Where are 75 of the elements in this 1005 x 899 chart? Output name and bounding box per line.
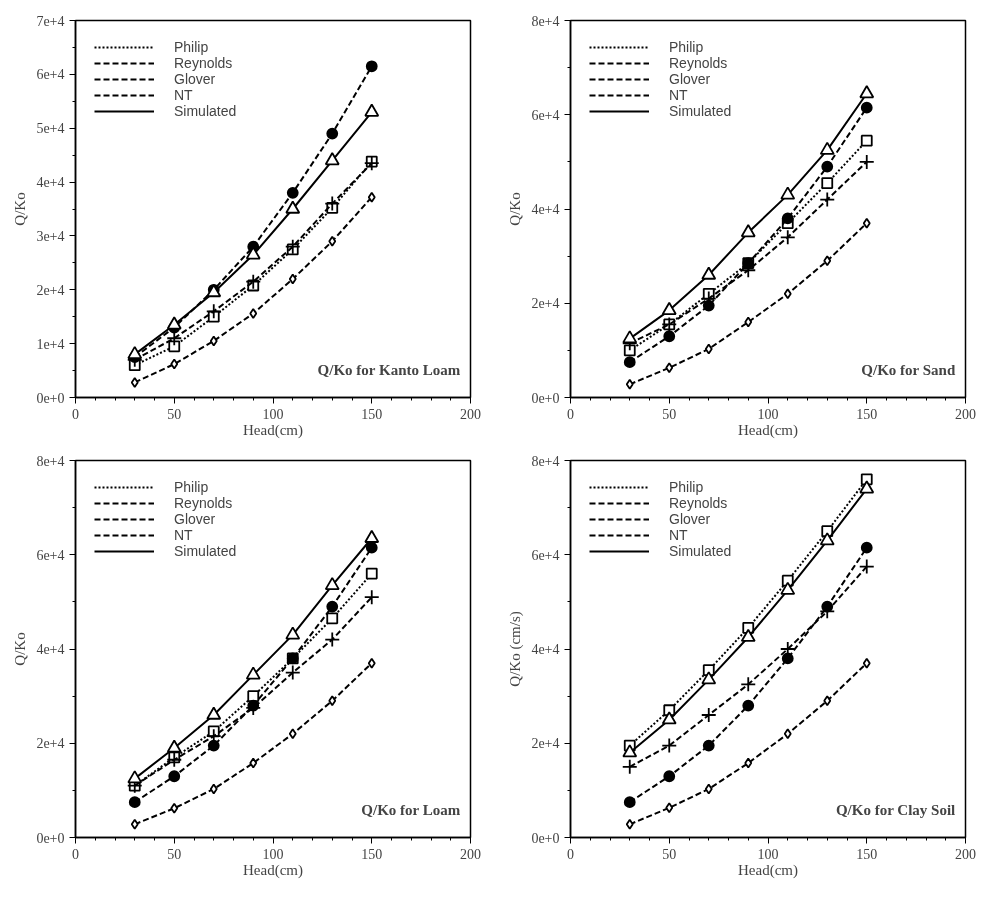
y-axis-title: Q/Ko [507,192,524,226]
legend-label: Philip [174,39,209,55]
x-tick-label: 150 [856,406,878,422]
legend-label: Glover [174,71,216,87]
y-tick-label: 8e+4 [531,13,560,29]
x-tick-label: 100 [757,846,779,862]
x-tick-label: 200 [955,846,976,862]
x-tick-label: 100 [757,406,779,422]
x-axis-title: Head(cm) [738,421,798,439]
legend-label: Philip [669,39,704,55]
y-axis-title: Q/Ko [12,632,29,666]
x-tick-label: 0 [72,406,79,422]
y-axis-title: Q/Ko [12,192,29,226]
y-tick-label: 0e+0 [36,830,65,846]
legend-label: NT [174,87,194,103]
legend-label: Philip [669,479,704,495]
legend-label: Simulated [174,103,237,119]
annotation: Q/Ko for Clay Soil [835,801,956,818]
legend-label: NT [174,527,194,543]
x-tick-label: 50 [167,846,182,862]
y-tick-label: 5e+4 [36,121,65,137]
y-tick-label: 2e+4 [36,282,65,298]
legend-label: Simulated [669,103,732,119]
y-tick-label: 3e+4 [36,228,65,244]
y-axis-title: Q/Ko (cm/s) [507,611,525,687]
y-tick-label: 4e+4 [531,202,560,217]
y-tick-label: 7e+4 [36,13,65,29]
x-tick-label: 0 [567,406,574,422]
legend-label: Simulated [669,543,732,559]
annotation: Q/Ko for Kanto Loam [317,361,461,378]
x-tick-label: 150 [361,846,383,862]
annotation: Q/Ko for Sand [861,361,956,378]
x-tick-label: 200 [460,846,481,862]
legend-label: Glover [174,511,216,527]
legend-label: Reynolds [669,495,728,511]
legend-label: Glover [669,71,711,87]
y-tick-label: 0e+0 [531,390,560,406]
y-tick-label: 8e+4 [36,453,65,469]
x-tick-label: 150 [361,406,383,422]
y-tick-label: 8e+4 [531,453,560,469]
y-tick-label: 6e+4 [36,67,65,83]
legend-label: Philip [174,479,209,495]
x-tick-label: 150 [856,846,878,862]
legend-label: Reynolds [174,495,233,511]
y-tick-label: 0e+0 [531,830,560,846]
y-tick-label: 4e+4 [36,175,65,191]
x-tick-label: 200 [955,406,976,422]
legend-label: NT [669,87,689,103]
x-tick-label: 0 [72,846,79,862]
x-axis-title: Head(cm) [738,861,798,879]
y-tick-label: 6e+4 [36,547,65,563]
y-tick-label: 4e+4 [531,642,560,657]
legend-label: NT [669,527,689,543]
y-tick-label: 1e+4 [36,336,65,352]
y-tick-label: 2e+4 [531,736,560,752]
legend-label: Reynolds [669,55,728,71]
x-axis-title: Head(cm) [243,421,303,439]
legend-label: Simulated [174,543,237,559]
legend-label: Reynolds [174,55,233,71]
y-tick-label: 6e+4 [531,547,560,563]
y-tick-label: 2e+4 [36,736,65,752]
annotation: Q/Ko for Loam [361,801,461,818]
x-tick-label: 200 [460,406,481,422]
y-tick-label: 4e+4 [36,642,65,657]
x-tick-label: 50 [662,846,677,862]
y-tick-label: 0e+0 [36,390,65,406]
x-tick-label: 0 [567,846,574,862]
y-tick-label: 2e+4 [531,296,560,312]
x-axis-title: Head(cm) [243,861,303,879]
x-tick-label: 50 [167,406,182,422]
x-tick-label: 50 [662,406,677,422]
legend-label: Glover [669,511,711,527]
x-tick-label: 100 [262,406,284,422]
y-tick-label: 6e+4 [531,107,560,123]
x-tick-label: 100 [262,846,284,862]
